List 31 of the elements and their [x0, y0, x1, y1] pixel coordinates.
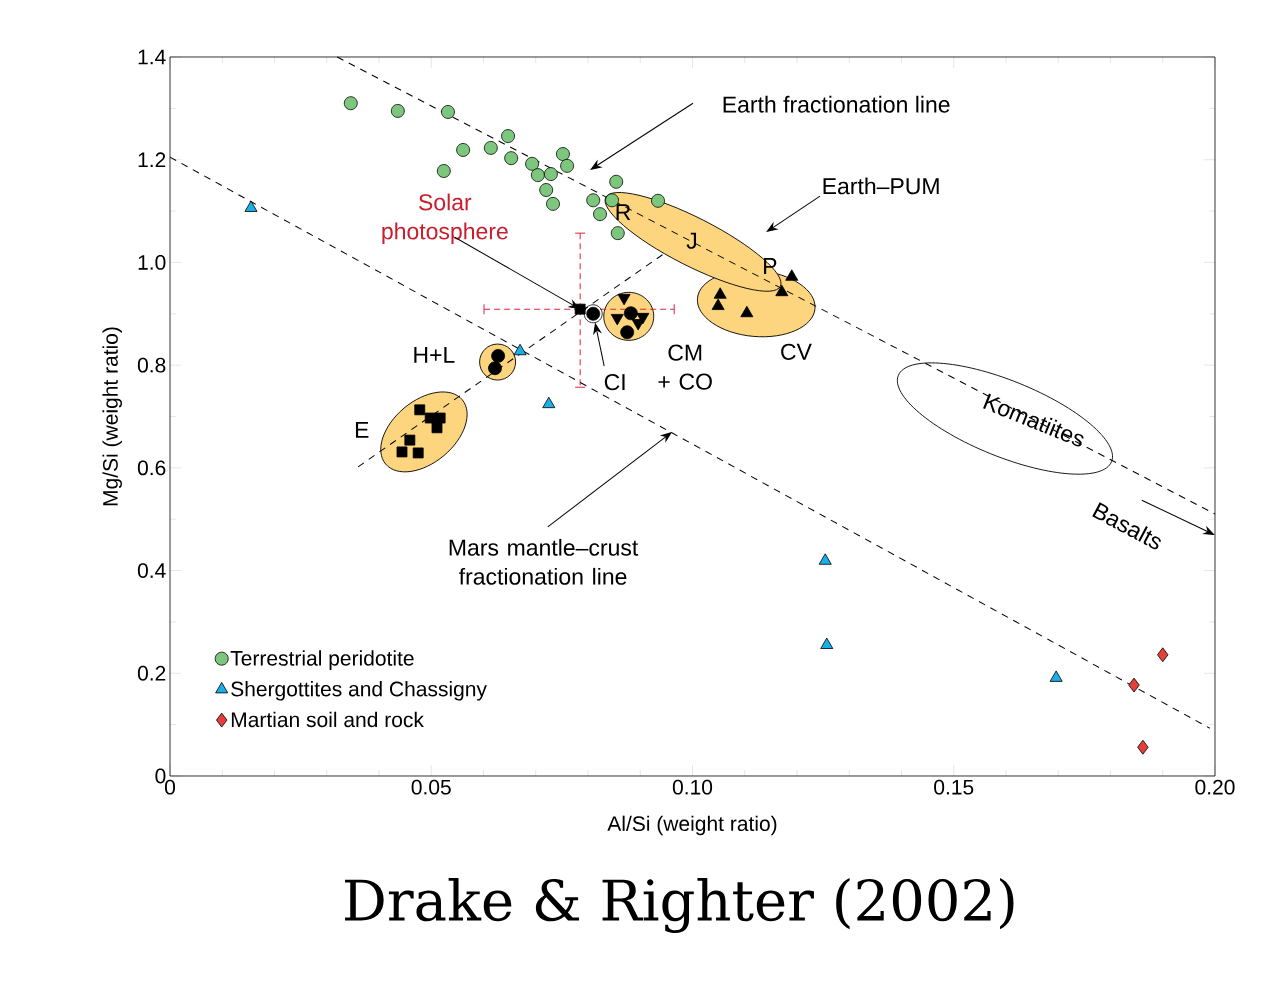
y-tick-label: 0	[155, 768, 166, 784]
annotation: J	[686, 232, 697, 249]
x-axis-title: Al/Si (weight ratio)	[607, 815, 777, 836]
y-tick-label: 0.8	[137, 357, 166, 373]
y-tick-label: 0.2	[137, 665, 166, 681]
legend-label: Martian soil and rock	[231, 711, 424, 728]
annotation: H+L	[414, 346, 455, 363]
annotation: R	[616, 204, 631, 220]
annotation: Mars mantle–crust fractionation line	[449, 538, 639, 585]
y-tick-label: 1.4	[138, 49, 166, 65]
annotation: Earth–PUM	[823, 177, 939, 195]
x-tick-label: 0	[164, 779, 176, 795]
x-tick-label: 0.15	[934, 779, 974, 795]
x-tick-label: 0.10	[672, 779, 713, 795]
y-tick-label: 1.0	[138, 254, 166, 270]
y-tick-label: 0.6	[137, 460, 166, 476]
annotation: E	[355, 421, 369, 438]
y-tick-label: 1.2	[138, 152, 166, 168]
legend-label: Terrestrial peridotite	[230, 650, 414, 670]
y-axis-title: Mg/Si (weight ratio)	[102, 327, 123, 506]
annotation: Solar photosphere	[382, 193, 508, 244]
annotation: P	[764, 258, 777, 274]
annotation: CI	[604, 373, 625, 391]
x-tick-label: 0.05	[411, 779, 451, 795]
legend-label: Shergottites and Chassigny	[231, 681, 487, 701]
annotation: CV	[781, 343, 812, 360]
annotation: Earth fractionation line	[723, 95, 950, 113]
x-tick-label: 0.20	[1195, 779, 1235, 795]
y-tick-label: 0.4	[137, 563, 166, 578]
annotation: CM + CO	[658, 344, 712, 390]
text: Drake & Righter (2002)	[345, 877, 1014, 933]
